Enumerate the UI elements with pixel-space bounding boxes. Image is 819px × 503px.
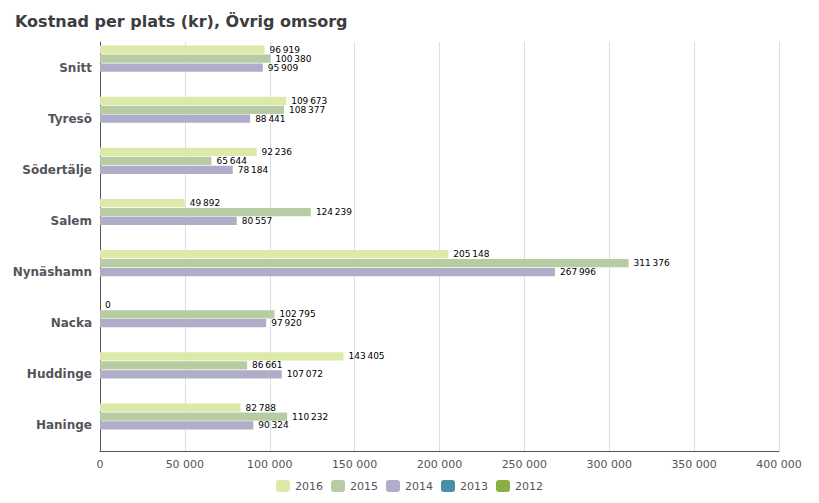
svg-text:2014: 2014 [405,480,433,493]
svg-text:110 232: 110 232 [292,412,328,422]
svg-text:2012: 2012 [515,480,543,493]
svg-text:2015: 2015 [350,480,378,493]
svg-text:108 377: 108 377 [289,105,325,115]
svg-text:124 239: 124 239 [316,207,352,217]
svg-text:Huddinge: Huddinge [27,367,92,381]
svg-text:50 000: 50 000 [166,458,205,471]
svg-text:78 184: 78 184 [238,165,269,175]
svg-text:86 661: 86 661 [252,360,282,370]
svg-text:Nynäshamn: Nynäshamn [13,265,92,279]
svg-text:49 892: 49 892 [190,198,220,208]
svg-text:97 920: 97 920 [271,318,302,328]
svg-text:102 795: 102 795 [279,309,316,320]
svg-text:65 644: 65 644 [216,155,247,166]
svg-text:Södertälje: Södertälje [22,163,92,177]
svg-text:2016: 2016 [295,480,323,493]
svg-text:0: 0 [97,458,104,471]
svg-text:0: 0 [105,300,111,310]
svg-text:90 324: 90 324 [258,420,289,430]
svg-text:100 000: 100 000 [247,458,293,471]
svg-text:107 072: 107 072 [287,369,323,379]
svg-text:143 405: 143 405 [348,351,384,361]
svg-text:250 000: 250 000 [502,458,548,471]
svg-text:Nacka: Nacka [51,316,92,330]
svg-text:350 000: 350 000 [671,458,717,471]
svg-text:Salem: Salem [51,214,93,228]
svg-text:80 557: 80 557 [242,216,272,226]
svg-text:Kostnad per plats (kr), Övrig: Kostnad per plats (kr), Övrig omsorg [15,12,348,31]
svg-text:82 788: 82 788 [246,403,277,413]
svg-text:100 380: 100 380 [275,53,312,64]
svg-text:300 000: 300 000 [587,458,633,471]
svg-text:200 000: 200 000 [417,458,463,471]
svg-text:311 376: 311 376 [634,258,670,268]
svg-text:88 441: 88 441 [255,114,285,124]
svg-text:96 919: 96 919 [269,44,300,55]
svg-text:267 996: 267 996 [560,267,596,277]
svg-text:400 000: 400 000 [756,458,802,471]
svg-text:Tyresö: Tyresö [48,112,92,126]
svg-text:205 148: 205 148 [453,249,489,259]
svg-text:150 000: 150 000 [332,458,378,471]
svg-text:92 236: 92 236 [262,147,293,157]
svg-text:95 909: 95 909 [268,63,299,73]
svg-text:2013: 2013 [460,480,488,493]
svg-text:Haninge: Haninge [36,418,92,432]
svg-text:Snitt: Snitt [59,61,92,75]
svg-text:109 673: 109 673 [291,95,328,106]
